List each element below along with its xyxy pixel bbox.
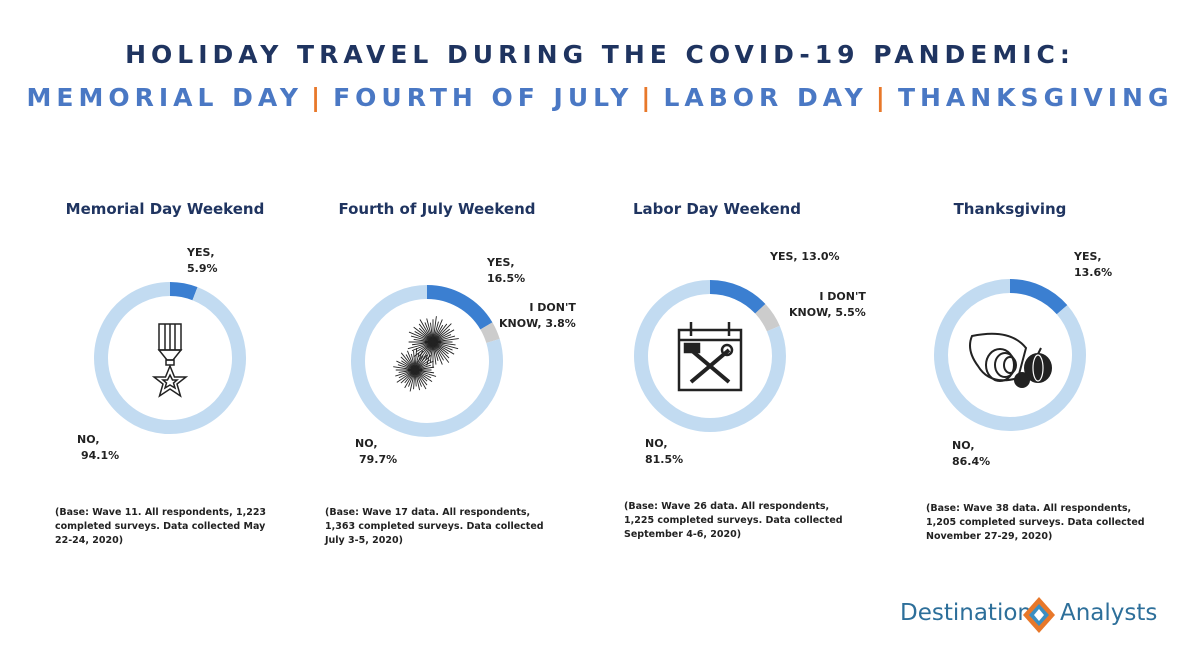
thanksgiving-base-note: (Base: Wave 38 data. All respondents, 1,…	[926, 503, 1145, 542]
labor-no-label-line2: 81.5%	[645, 453, 684, 466]
labor-day-title: Labor Day Weekend	[633, 200, 801, 218]
subtitle-thanksgiving: THANKSGIVING	[897, 83, 1174, 112]
subtitle-labor-day: LABOR DAY	[663, 83, 868, 112]
subtitle-separator: |	[310, 83, 326, 112]
logo-text-analysts: Analysts	[1060, 600, 1158, 626]
july-no-label-line2: 79.7%	[359, 453, 398, 466]
labor-yes-label: YES, 13.0%	[770, 249, 840, 265]
thanksgiving-panel: Thanksgiving YES, 13.6% NO, 86.4% (Base:…	[860, 180, 1160, 580]
labor-dk-label-line1: I DON'T	[819, 290, 866, 303]
donut-slice-no	[634, 280, 786, 432]
memorial-yes-label-line2: 5.9%	[187, 262, 218, 275]
july-no-label-line1: NO,	[355, 437, 378, 450]
thanksgiving-donut	[934, 279, 1086, 431]
july-yes-label-line1: YES,	[487, 256, 515, 269]
medal-icon	[151, 323, 189, 398]
logo-text-destination: Destination	[900, 600, 1032, 626]
calendar-tools-icon	[677, 322, 743, 392]
memorial-yes-label-line1: YES,	[187, 246, 215, 259]
memorial-no-label-line2: 94.1%	[81, 449, 120, 462]
july-yes-label-line2: 16.5%	[487, 272, 526, 285]
thanksgiving-no-label-line2: 86.4%	[952, 455, 991, 468]
donut-slice-no	[351, 285, 503, 437]
subtitle-memorial-day: MEMORIAL DAY	[26, 83, 303, 112]
fourth-of-july-panel: Fourth of July Weekend YES, 16.5% I DON'…	[287, 180, 587, 580]
cornucopia-icon	[969, 332, 1052, 388]
thanksgiving-yes-label-line1: YES,	[1074, 250, 1102, 263]
memorial-no-label-line1: NO,	[77, 433, 100, 446]
subtitle-separator: |	[875, 83, 890, 112]
donut-slice-yes	[169, 282, 198, 301]
donut-slice-no	[934, 279, 1086, 431]
july-no-label: NO, 79.7%	[355, 436, 397, 468]
donut-slice-yes	[709, 280, 766, 314]
thanksgiving-yes-label: YES, 13.6%	[1074, 249, 1112, 281]
subtitle-separator: |	[641, 83, 656, 112]
memorial-day-donut	[94, 282, 246, 434]
donut-slice-yes	[426, 285, 493, 330]
donut-slice-yes	[1009, 279, 1068, 315]
july-base-note: (Base: Wave 17 data. All respondents, 1,…	[325, 507, 544, 546]
labor-no-label: NO, 81.5%	[645, 436, 683, 468]
thanksgiving-title: Thanksgiving	[953, 200, 1067, 218]
donut-slice-i-don-t-know	[755, 303, 780, 332]
destination-analysts-logo: Destination Analysts	[900, 596, 1190, 633]
memorial-day-title: Memorial Day Weekend	[65, 200, 265, 218]
subtitle: MEMORIAL DAY | FOURTH OF JULY | LABOR DAY | TH…	[0, 83, 1200, 112]
memorial-yes-label: YES, 5.9%	[187, 245, 218, 277]
fireworks-icon	[393, 316, 459, 392]
fourth-of-july-title: Fourth of July Weekend	[338, 200, 536, 218]
labor-dk-label-line2: KNOW, 5.5%	[789, 306, 866, 319]
thanksgiving-yes-label-line2: 13.6%	[1074, 266, 1113, 279]
labor-dont-know-label: I DON'T KNOW, 5.5%	[789, 289, 866, 321]
donut-slice-no	[94, 282, 246, 434]
donut-slice-i-don-t-know	[480, 322, 500, 344]
thanksgiving-no-label-line1: NO,	[952, 439, 975, 452]
labor-base-note: (Base: Wave 26 data. All respondents, 1,…	[624, 501, 843, 540]
main-title: HOLIDAY TRAVEL DURING THE COVID-19 PANDE…	[125, 40, 1075, 69]
labor-day-panel: Labor Day Weekend YES, 13.0% I DON'T KNO…	[567, 180, 867, 580]
july-yes-label: YES, 16.5%	[487, 255, 525, 287]
memorial-base-note: (Base: Wave 11. All respondents, 1,223 c…	[55, 507, 267, 546]
memorial-day-panel: Memorial Day Weekend YES, 5.9% NO, 94.1%…	[15, 180, 315, 580]
memorial-no-label: NO, 94.1%	[77, 432, 119, 464]
subtitle-fourth-of-july: FOURTH OF JULY	[333, 83, 634, 112]
logo-diamond-icon	[1023, 597, 1055, 633]
july-dk-label-line1: I DON'T	[529, 301, 576, 314]
thanksgiving-no-label: NO, 86.4%	[952, 438, 990, 470]
labor-no-label-line1: NO,	[645, 437, 668, 450]
labor-yes-label-line1: YES, 13.0%	[770, 250, 840, 263]
july-dont-know-label: I DON'T KNOW, 3.8%	[499, 300, 576, 332]
fourth-of-july-donut	[351, 285, 503, 437]
labor-day-donut	[634, 280, 786, 432]
july-dk-label-line2: KNOW, 3.8%	[499, 317, 576, 330]
